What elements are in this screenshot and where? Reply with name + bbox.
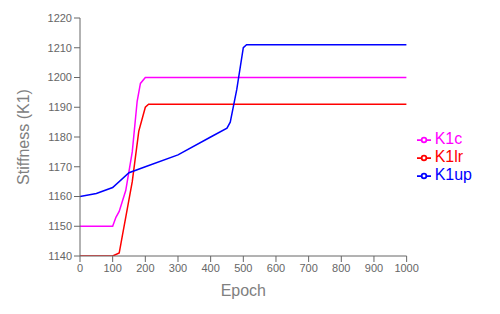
svg-text:1150: 1150 — [48, 220, 72, 232]
svg-text:1140: 1140 — [48, 250, 72, 262]
svg-text:1000: 1000 — [394, 262, 418, 274]
svg-text:1200: 1200 — [48, 71, 72, 83]
svg-text:200: 200 — [136, 262, 154, 274]
svg-text:400: 400 — [201, 262, 219, 274]
html-text:K1up: K1up — [434, 166, 472, 183]
svg-text:700: 700 — [299, 262, 317, 274]
html-text:K1lr: K1lr — [434, 148, 464, 165]
svg-text:1210: 1210 — [48, 42, 72, 54]
svg-text:1190: 1190 — [48, 101, 72, 113]
svg-text:900: 900 — [365, 262, 383, 274]
svg-text:1180: 1180 — [48, 131, 72, 143]
svg-text:Stiffness (K1): Stiffness (K1) — [15, 89, 32, 185]
svg-text:1160: 1160 — [48, 190, 72, 202]
svg-text:0: 0 — [77, 262, 83, 274]
svg-text:100: 100 — [103, 262, 121, 274]
svg-text:300: 300 — [169, 262, 187, 274]
svg-text:800: 800 — [332, 262, 350, 274]
html-text:K1c: K1c — [434, 130, 463, 147]
svg-text:Epoch: Epoch — [221, 282, 266, 299]
svg-text:1220: 1220 — [48, 12, 72, 24]
svg-text:600: 600 — [267, 262, 285, 274]
svg-text:500: 500 — [234, 262, 252, 274]
svg-text:1170: 1170 — [48, 161, 72, 173]
